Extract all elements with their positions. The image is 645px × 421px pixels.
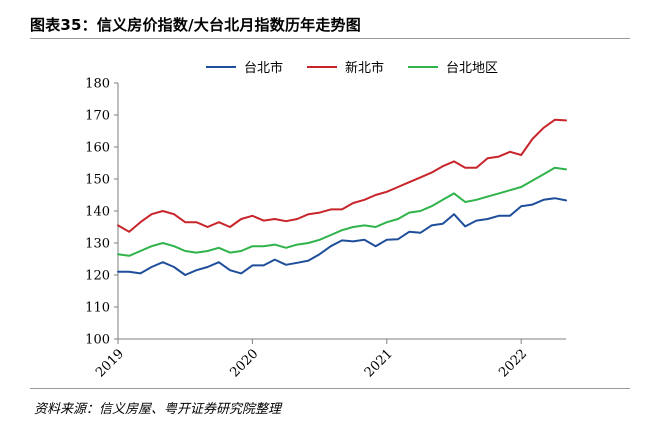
- source-divider: [30, 388, 630, 389]
- y-tick-label: 130: [85, 237, 110, 252]
- series-line-0: [117, 197, 567, 276]
- y-tick-label: 180: [85, 77, 110, 92]
- legend-label-2: 台北地区: [446, 61, 498, 76]
- y-tick-label: 170: [85, 109, 110, 124]
- x-tick-label: 2022: [496, 346, 530, 380]
- y-tick-label: 110: [85, 301, 110, 316]
- x-tick-label: 2021: [362, 346, 396, 380]
- legend-label-1: 新北市: [345, 60, 384, 76]
- x-axis: 2019 2020 2021 2022: [93, 338, 566, 380]
- figure-title: 图表35：信义房价指数/大台北月指数历年走势图: [30, 16, 361, 34]
- y-axis: 100 110 120 130 140 150 160 170 180: [85, 77, 119, 348]
- series-line-1: [117, 118, 567, 233]
- y-tick-label: 120: [85, 269, 110, 284]
- y-tick-label: 140: [85, 205, 110, 220]
- y-tick-label: 150: [85, 173, 110, 188]
- title-divider: [30, 38, 630, 39]
- series-lines: [117, 118, 567, 276]
- y-tick-label: 100: [85, 333, 110, 348]
- chart-legend: 台北市 新北市 台北地区: [206, 60, 498, 76]
- x-tick-label: 2020: [227, 346, 261, 380]
- y-tick-label: 160: [85, 141, 110, 156]
- source-note: 资料来源：信义房屋、粤开证券研究院整理: [34, 402, 282, 417]
- x-tick-label: 2019: [93, 346, 127, 380]
- series-line-2: [117, 166, 567, 257]
- legend-label-0: 台北市: [244, 60, 283, 76]
